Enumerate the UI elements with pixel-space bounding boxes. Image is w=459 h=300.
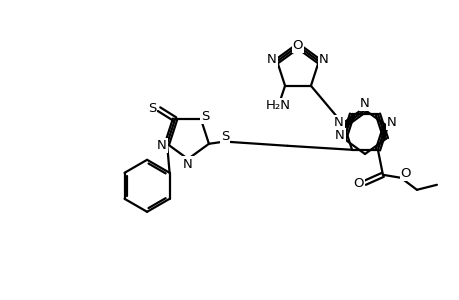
- Text: N: N: [267, 53, 276, 66]
- Text: S: S: [147, 102, 156, 115]
- Text: S: S: [220, 130, 229, 143]
- Text: N: N: [386, 116, 396, 129]
- Text: O: O: [400, 167, 410, 180]
- Text: O: O: [353, 177, 364, 190]
- Text: N: N: [335, 129, 344, 142]
- Text: N: N: [183, 158, 192, 170]
- Text: N: N: [157, 139, 167, 152]
- Text: N: N: [359, 97, 369, 110]
- Text: N: N: [334, 116, 343, 129]
- Text: N: N: [319, 53, 328, 66]
- Text: S: S: [200, 110, 209, 123]
- Text: H₂N: H₂N: [265, 99, 290, 112]
- Text: O: O: [292, 38, 302, 52]
